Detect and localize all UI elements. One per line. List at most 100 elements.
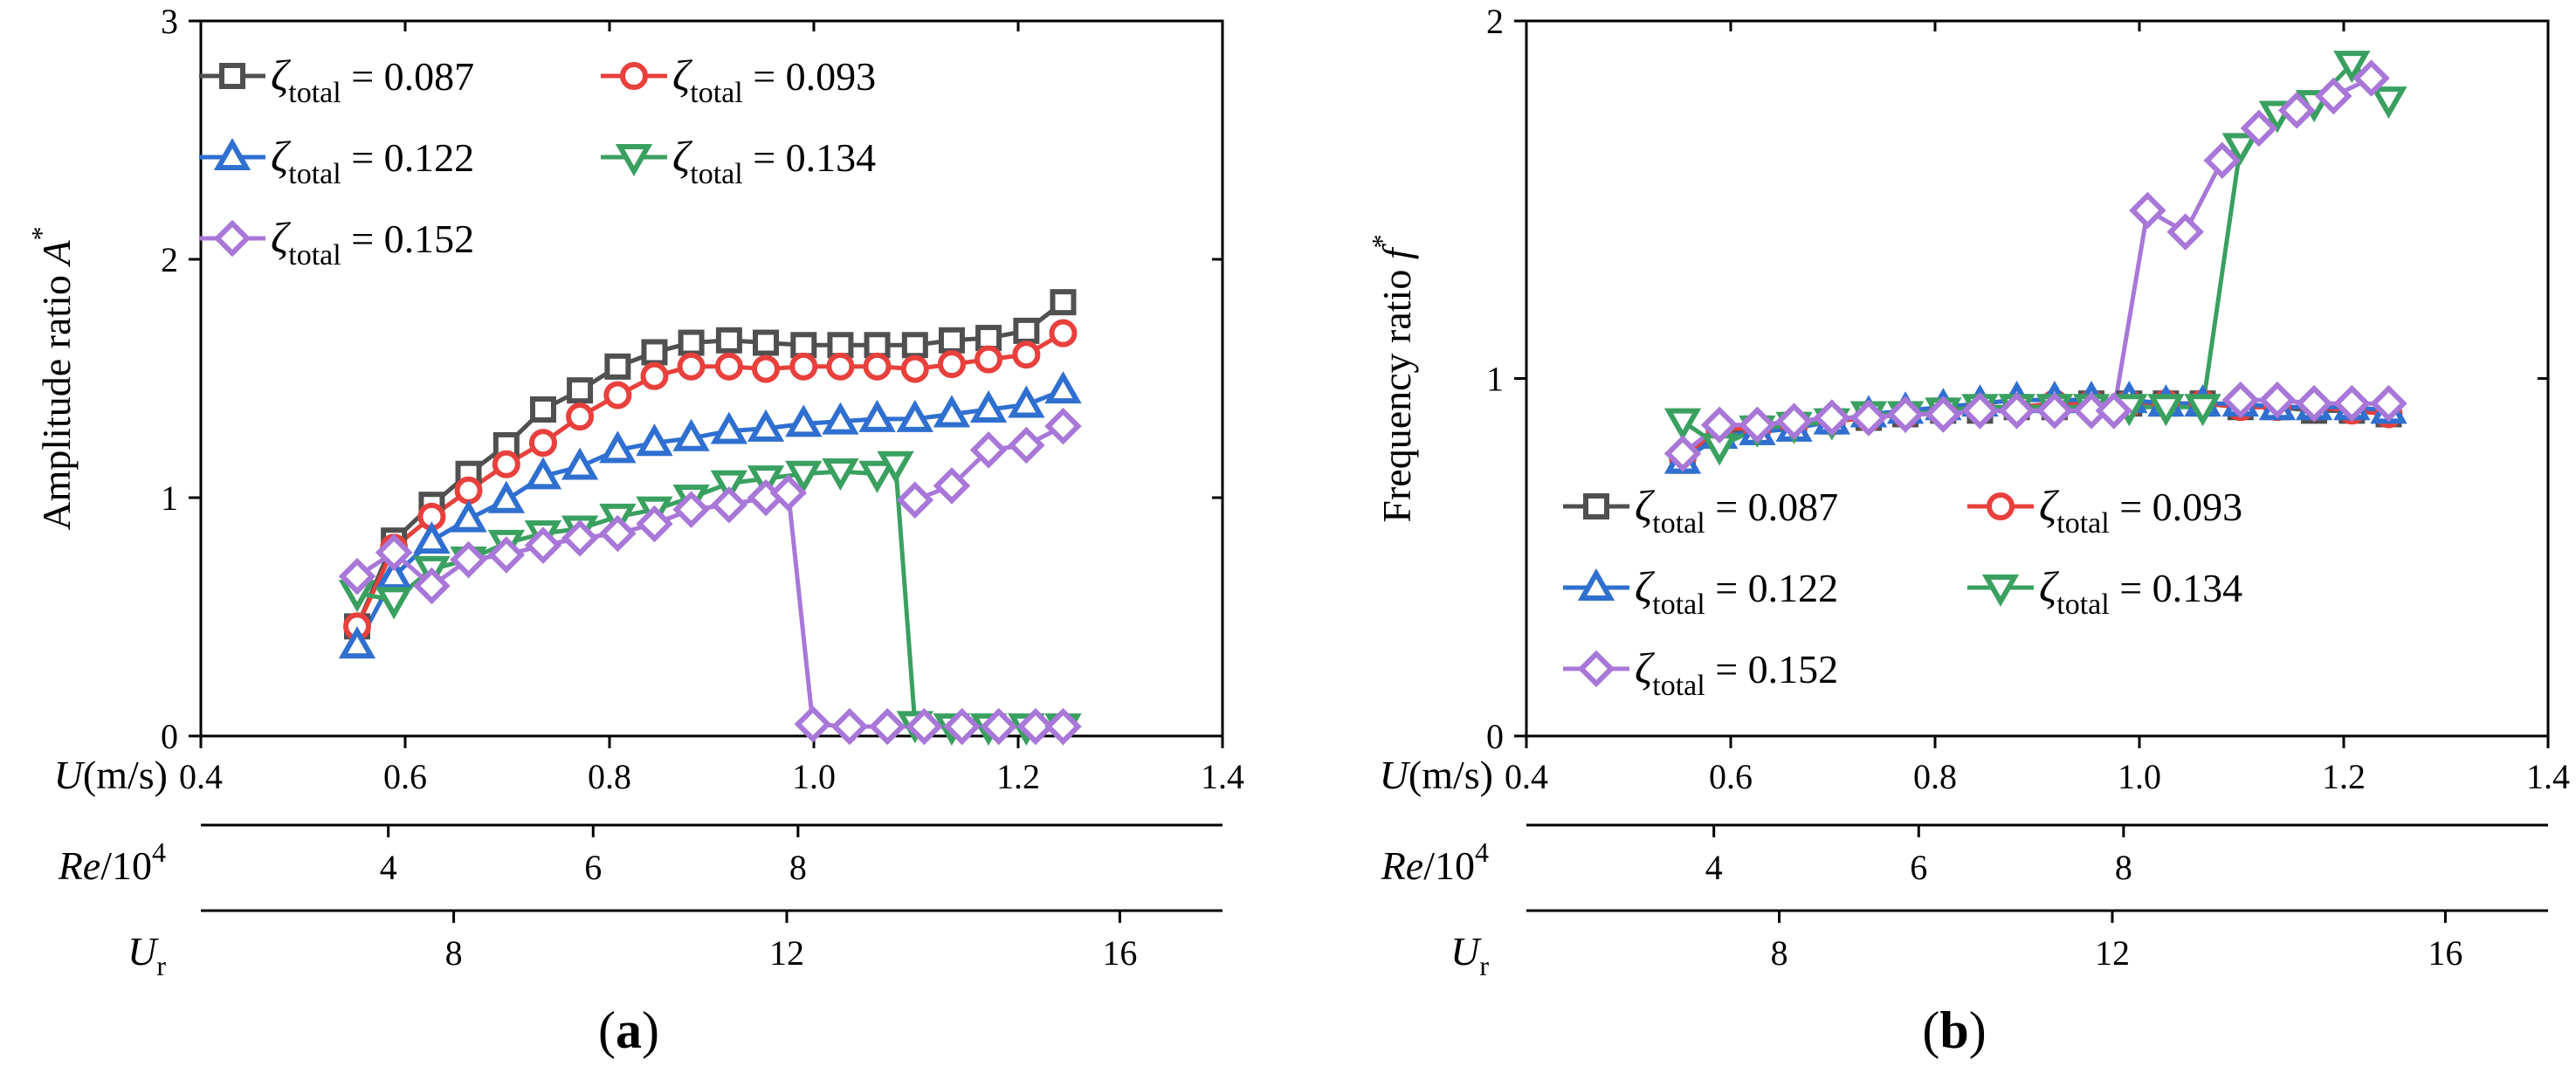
data-point-0.122	[375, 557, 413, 590]
data-point-0.152	[599, 514, 637, 553]
plot-frame	[1525, 19, 2550, 738]
data-point-0.093	[492, 450, 520, 478]
legend-marker-0.152	[1577, 650, 1615, 688]
data-point-0.152	[1886, 396, 1925, 433]
data-point-0.087	[678, 329, 705, 356]
panel-label: (a)	[598, 1001, 659, 1059]
x-tick-label: 0.4	[179, 757, 223, 796]
data-point-0.087	[790, 332, 817, 359]
x-tick-label: 1.4	[2526, 757, 2570, 796]
x-tick-label: 1.0	[792, 757, 836, 796]
data-point-0.087	[567, 377, 594, 404]
secondary-axis-tick-label: 8	[1771, 933, 1788, 973]
data-point-0.152	[2095, 392, 2132, 430]
data-point-0.087	[529, 396, 556, 423]
data-point-0.152	[636, 505, 673, 543]
data-point-0.152	[1044, 707, 1082, 746]
data-point-0.152	[2129, 191, 2166, 230]
x-tick-label: 0.8	[1913, 757, 1957, 796]
data-point-0.152	[969, 431, 1008, 469]
data-point-0.134	[1663, 408, 1702, 441]
data-point-0.122	[413, 521, 451, 554]
secondary-axis-tick-label: 8	[445, 933, 463, 973]
data-point-0.134	[375, 587, 413, 620]
data-point-0.152	[2277, 92, 2316, 129]
x-tick-label: 1.4	[1201, 757, 1244, 796]
x-tick-label: 0.6	[1709, 757, 1753, 796]
legend: ζtotal = 0.087 ζtotal = 0.093 ζtotal = 0.1…	[1563, 481, 2242, 702]
legend-label: ζtotal = 0.093	[672, 51, 876, 109]
x-tick-label: 0.6	[383, 757, 427, 796]
data-point-0.093	[566, 402, 595, 431]
y-tick-label: 0	[161, 717, 178, 756]
data-point-0.152	[896, 481, 934, 519]
data-point-0.152	[1739, 406, 1776, 444]
y-tick-label: 2	[161, 240, 178, 279]
data-point-0.152	[769, 474, 807, 512]
data-point-0.093	[863, 352, 892, 381]
data-point-0.122	[450, 499, 487, 533]
data-point-0.152	[413, 567, 451, 605]
secondary-axis-tick-label: 6	[584, 848, 602, 887]
y-tick-label: 1	[1486, 360, 1504, 399]
data-point-0.152	[943, 707, 981, 746]
data-point-0.122	[672, 418, 710, 451]
data-point-0.134	[858, 460, 896, 493]
data-point-0.122	[785, 404, 823, 437]
data-point-0.093	[1012, 341, 1041, 369]
legend-label: ζtotal = 0.152	[271, 213, 474, 272]
data-point-0.152	[906, 707, 943, 746]
data-point-0.152	[933, 467, 971, 505]
data-point-0.122	[933, 395, 971, 428]
data-point-0.152	[375, 533, 413, 572]
data-point-0.152	[868, 707, 906, 746]
legend-label: ζtotal = 0.134	[2039, 562, 2242, 621]
data-point-0.122	[1008, 385, 1045, 418]
legend-label: ζtotal = 0.093	[2039, 481, 2242, 540]
data-point-0.122	[710, 411, 748, 444]
data-point-0.152	[1925, 396, 1962, 433]
secondary-axis-tick-label: 4	[380, 848, 397, 887]
data-point-0.122	[599, 430, 637, 464]
data-point-0.152	[1016, 707, 1055, 746]
legend-marker-0.152	[213, 219, 251, 258]
secondary-axis-tick-label: 4	[1705, 848, 1723, 887]
data-point-0.152	[1663, 435, 1702, 472]
panel-label: (b)	[1922, 1001, 1986, 1059]
reduced-velocity-axis-title: Ur	[127, 929, 166, 981]
data-point-0.122	[969, 389, 1008, 423]
data-point-0.152	[1998, 392, 2035, 430]
legend-marker-0.122	[1577, 568, 1615, 601]
x-tick-label: 1.0	[2118, 757, 2161, 796]
data-point-0.152	[1813, 399, 1851, 437]
x-tick-label: 0.8	[588, 757, 631, 796]
data-point-0.087	[938, 327, 965, 354]
data-point-0.152	[450, 540, 487, 579]
data-point-0.152	[2221, 381, 2260, 419]
data-point-0.093	[603, 381, 632, 409]
data-point-0.122	[487, 480, 525, 513]
legend-label: ζtotal = 0.122	[1635, 562, 1838, 621]
data-point-0.152	[2352, 59, 2390, 97]
data-point-0.152	[1775, 402, 1813, 440]
data-point-0.134	[822, 458, 859, 492]
data-point-0.122	[1044, 371, 1082, 404]
secondary-axis-tick-label: 8	[2115, 848, 2132, 887]
data-point-0.134	[2147, 394, 2185, 427]
data-point-0.152	[1961, 392, 1999, 430]
secondary-axis-tick-label: 6	[1910, 848, 1927, 887]
data-point-0.134	[2333, 51, 2371, 84]
data-point-0.152	[2370, 384, 2407, 423]
data-point-0.122	[747, 409, 785, 442]
data-point-0.122	[822, 402, 859, 435]
legend-marker-0.087	[219, 63, 245, 89]
data-point-0.134	[877, 451, 914, 484]
data-point-0.122	[561, 447, 599, 480]
legend-label: ζtotal = 0.152	[1635, 643, 1838, 702]
data-point-0.093	[640, 361, 669, 390]
x-tick-label: 0.4	[1505, 757, 1548, 796]
data-point-0.087	[1013, 317, 1040, 344]
